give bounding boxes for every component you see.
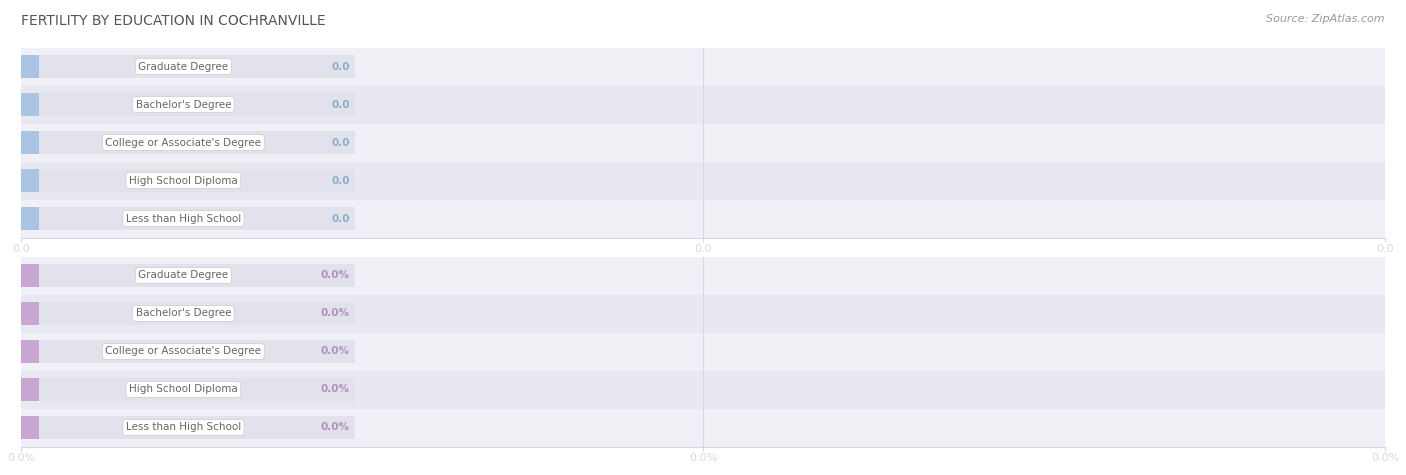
Bar xyxy=(21,93,39,116)
Bar xyxy=(21,378,39,401)
Text: College or Associate's Degree: College or Associate's Degree xyxy=(105,346,262,357)
Bar xyxy=(21,370,1385,408)
Text: 0.0%: 0.0% xyxy=(321,270,350,281)
Bar xyxy=(21,416,39,439)
Bar xyxy=(21,207,356,230)
Text: High School Diploma: High School Diploma xyxy=(129,175,238,186)
Text: 0.0: 0.0 xyxy=(332,213,350,224)
Text: 0.0: 0.0 xyxy=(332,137,350,148)
Bar xyxy=(21,302,39,325)
Bar xyxy=(21,55,39,78)
Text: 0.0%: 0.0% xyxy=(321,422,350,433)
Bar xyxy=(21,264,39,287)
Text: 0.0: 0.0 xyxy=(332,61,350,72)
Text: High School Diploma: High School Diploma xyxy=(129,384,238,395)
Bar xyxy=(21,169,356,192)
Text: Less than High School: Less than High School xyxy=(125,213,240,224)
Bar xyxy=(21,200,1385,238)
Text: FERTILITY BY EDUCATION IN COCHRANVILLE: FERTILITY BY EDUCATION IN COCHRANVILLE xyxy=(21,14,326,28)
Text: Graduate Degree: Graduate Degree xyxy=(138,61,228,72)
Bar xyxy=(21,408,1385,446)
Bar xyxy=(21,162,1385,199)
Bar xyxy=(21,302,356,325)
Bar xyxy=(21,416,356,439)
Bar xyxy=(21,55,356,78)
Text: 0.0%: 0.0% xyxy=(321,346,350,357)
Text: Less than High School: Less than High School xyxy=(125,422,240,433)
Text: Bachelor's Degree: Bachelor's Degree xyxy=(135,99,231,110)
Bar xyxy=(21,340,39,363)
Text: 0.0: 0.0 xyxy=(332,175,350,186)
Bar xyxy=(21,124,1385,162)
Bar xyxy=(21,340,356,363)
Bar xyxy=(21,169,39,192)
Text: 0.0%: 0.0% xyxy=(321,384,350,395)
Bar xyxy=(21,93,356,116)
Text: Source: ZipAtlas.com: Source: ZipAtlas.com xyxy=(1267,14,1385,24)
Text: 0.0: 0.0 xyxy=(332,99,350,110)
Text: College or Associate's Degree: College or Associate's Degree xyxy=(105,137,262,148)
Bar xyxy=(21,131,39,154)
Bar xyxy=(21,264,356,287)
Bar xyxy=(21,294,1385,332)
Bar xyxy=(21,86,1385,124)
Bar xyxy=(21,131,356,154)
Bar xyxy=(21,332,1385,371)
Text: 0.0%: 0.0% xyxy=(321,308,350,319)
Bar xyxy=(21,378,356,401)
Bar xyxy=(21,207,39,230)
Text: Graduate Degree: Graduate Degree xyxy=(138,270,228,281)
Bar xyxy=(21,256,1385,294)
Bar xyxy=(21,48,1385,86)
Text: Bachelor's Degree: Bachelor's Degree xyxy=(135,308,231,319)
